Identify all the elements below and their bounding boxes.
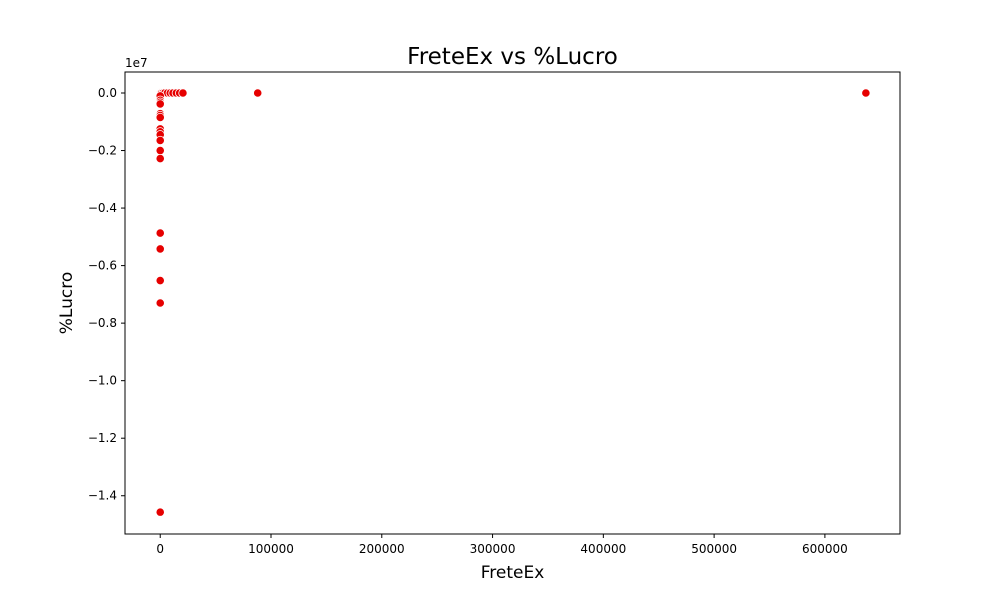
data-point (155, 275, 165, 286)
y-tick-label: −1.4 (88, 489, 117, 503)
data-point (155, 112, 165, 123)
x-tick-label: 200000 (359, 542, 405, 556)
y-axis-title: %Lucro (57, 272, 77, 334)
y-tick-label: −0.4 (88, 201, 117, 215)
data-point (253, 88, 263, 98)
y-tick-label: −0.8 (88, 316, 117, 330)
y-tick-label: −0.6 (88, 259, 117, 273)
y-tick-label: 0.0 (98, 86, 117, 100)
data-point (178, 88, 188, 98)
data-point (861, 88, 871, 98)
data-point (155, 298, 165, 308)
y-offset-label: 1e7 (125, 56, 148, 70)
plot-frame (124, 71, 901, 535)
y-tick-label: −1.0 (88, 374, 117, 388)
x-tick-label: 100000 (248, 542, 294, 556)
data-point (155, 135, 165, 146)
x-tick-label: 400000 (580, 542, 626, 556)
x-tick-label: 500000 (691, 542, 737, 556)
y-tick-label: −1.2 (88, 431, 117, 445)
chart-title: FreteEx vs %Lucro (407, 44, 618, 70)
data-point (155, 153, 165, 164)
data-point (155, 145, 165, 156)
x-axis: 0 100000 200000 300000 400000 500000 600000 (156, 534, 848, 556)
data-point (155, 507, 165, 517)
data-point (155, 228, 165, 238)
y-tick-label: −0.2 (88, 144, 117, 158)
data-point (155, 99, 165, 109)
data-point (155, 244, 165, 254)
y-axis: 0.0 −0.2 −0.4 −0.6 −0.8 −1.0 −1.2 −1.4 (88, 86, 125, 503)
x-tick-label: 300000 (470, 542, 516, 556)
x-axis-title: FreteEx (481, 563, 545, 583)
x-tick-label: 0 (156, 542, 164, 556)
x-tick-label: 600000 (802, 542, 848, 556)
data-points (155, 88, 871, 517)
